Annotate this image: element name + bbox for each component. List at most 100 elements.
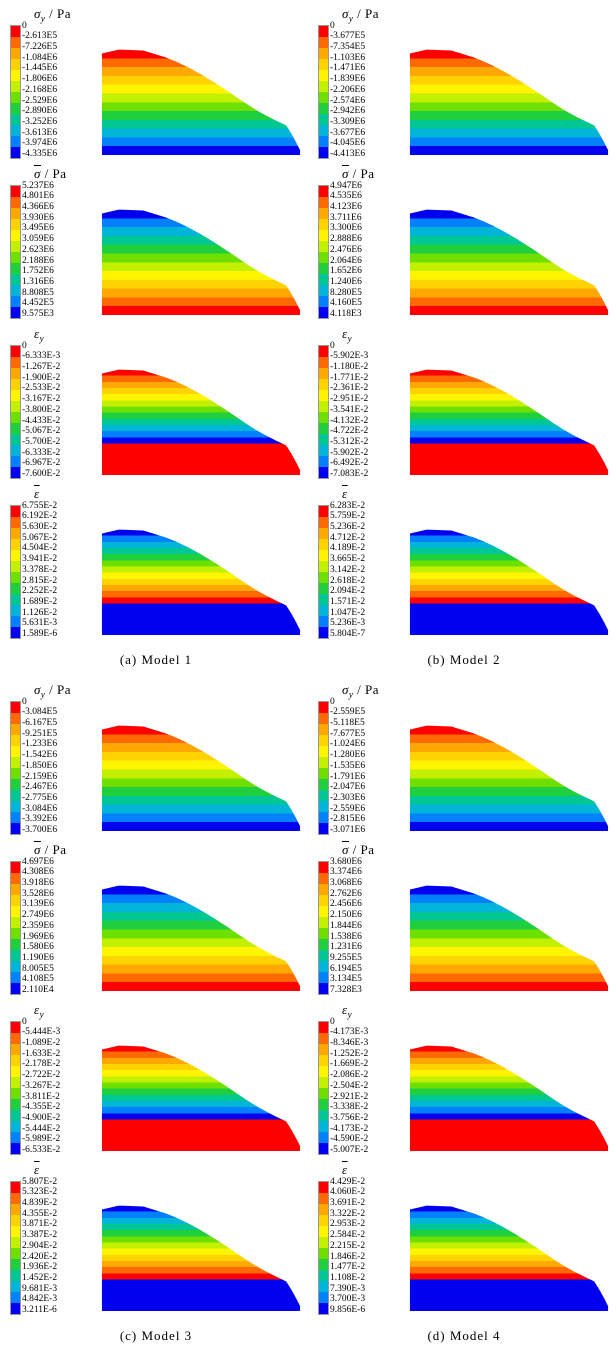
legend-value: -2.168E6 bbox=[22, 84, 58, 95]
legend-value: -6.333E-2 bbox=[22, 447, 61, 458]
legend-values: 6.755E-2 6.192E-2 5.630E-2 5.067E-2 4.504E-2… bbox=[22, 501, 58, 640]
legend-scale: 6.283E-2 5.759E-2 5.236E-2 4.712E-2 4.189E-2… bbox=[318, 501, 407, 640]
legend-value: -1.535E6 bbox=[330, 760, 366, 771]
legend-value: 2.888E6 bbox=[330, 234, 362, 245]
legend-value: 3.918E6 bbox=[22, 878, 54, 888]
legend-value: 2.762E6 bbox=[330, 888, 362, 899]
legend-color-cell bbox=[11, 1098, 20, 1110]
legend-color-cell bbox=[319, 712, 328, 724]
legend-color-cell bbox=[319, 1054, 328, 1066]
legend-colorbar bbox=[318, 860, 329, 995]
quantity-unit: / Pa bbox=[353, 6, 380, 21]
panel-epsilon_y: εy 0 -5.902E-3 -1.180E-2 -1.771E-2 -2.361E-2-… bbox=[310, 324, 616, 482]
legend-value: 1.190E6 bbox=[22, 952, 54, 963]
contour-body bbox=[409, 49, 609, 156]
legend-value: 3.711E6 bbox=[330, 212, 362, 223]
legend: σy / Pa 0 -2.559E5 -5.118E5 -7.677E5 -1.024E6… bbox=[310, 680, 407, 838]
legend-value: -7.226E5 bbox=[22, 42, 58, 52]
contour-plot-area bbox=[99, 1160, 310, 1318]
legend-value: 0 bbox=[330, 1016, 335, 1027]
legend-value: 1.589E-6 bbox=[22, 629, 58, 640]
legend-color-cell bbox=[11, 218, 20, 230]
quantity-symbol: σ bbox=[34, 682, 41, 697]
legend-value: -5.902E-3 bbox=[330, 351, 369, 362]
legend-value: 9.681E-3 bbox=[22, 1283, 58, 1294]
legend-color-cell bbox=[11, 389, 20, 401]
legend-value: 2.815E-2 bbox=[22, 575, 58, 586]
legend-color-cell bbox=[11, 778, 20, 790]
legend-color-cell bbox=[319, 1181, 328, 1193]
legend-value: -1.471E6 bbox=[330, 63, 366, 74]
contour-plot bbox=[409, 49, 609, 156]
model-caption: (b) Model 2 bbox=[427, 652, 501, 667]
contour-plot bbox=[101, 1205, 301, 1312]
quantity-unit: / Pa bbox=[348, 842, 375, 857]
legend-value: 3.871E-2 bbox=[22, 1219, 58, 1230]
quantity-subscript: y bbox=[40, 13, 46, 24]
legend-value: 6.194E5 bbox=[330, 963, 362, 974]
quantity-symbol: ε bbox=[34, 486, 40, 501]
legend-color-cell bbox=[319, 778, 328, 790]
legend-value: -4.900E-2 bbox=[22, 1112, 61, 1123]
legend-value: -5.700E-2 bbox=[22, 436, 61, 447]
quantity-symbol: σ bbox=[342, 6, 349, 21]
legend-value: -2.361E-2 bbox=[330, 383, 369, 394]
legend-value: 8.280E5 bbox=[330, 287, 362, 298]
legend-color-cell bbox=[319, 822, 328, 834]
legend-color-cell bbox=[11, 36, 20, 48]
legend-value: 4.189E-2 bbox=[330, 543, 366, 554]
legend-scale: 4.697E6 4.308E6 3.918E6 3.528E6 3.139E6 2.749… bbox=[10, 857, 99, 996]
legend-value: 4.452E5 bbox=[22, 298, 54, 309]
legend-value: -5.902E-2 bbox=[330, 447, 369, 458]
legend-value: 3.665E-2 bbox=[330, 554, 366, 565]
legend-value: 2.359E6 bbox=[22, 920, 54, 931]
legend: σy / Pa 0 -2.613E5 -7.226E5 -1.084E6 -1.445E6… bbox=[2, 4, 99, 162]
legend-value: -2.529E6 bbox=[22, 95, 58, 106]
legend-color-cell bbox=[319, 91, 328, 103]
legend-color-cell bbox=[11, 1214, 20, 1226]
legend-value: 1.580E6 bbox=[22, 942, 54, 953]
legend-values: 3.680E6 3.374E6 3.068E6 2.762E6 2.456E6 2.150… bbox=[330, 857, 362, 996]
legend-value: -5.989E-2 bbox=[22, 1134, 61, 1145]
legend-value: 9.575E3 bbox=[22, 309, 54, 320]
legend-color-cell bbox=[319, 218, 328, 230]
legend-value: -2.047E6 bbox=[330, 782, 366, 793]
legend-value: 5.630E-2 bbox=[22, 522, 58, 532]
quantity-subscript: y bbox=[40, 689, 46, 700]
quantity-unit: / Pa bbox=[348, 166, 375, 181]
legend-color-cell bbox=[11, 560, 20, 572]
legend-value: -4.173E-3 bbox=[330, 1027, 369, 1038]
legend-color-cell bbox=[319, 938, 328, 950]
contour-base-layer bbox=[101, 1279, 301, 1312]
legend-color-cell bbox=[11, 196, 20, 208]
legend-color-cell bbox=[11, 1043, 20, 1055]
legend-color-cell bbox=[319, 1032, 328, 1044]
legend-value: -1.669E-2 bbox=[330, 1059, 369, 1070]
legend-color-cell bbox=[11, 516, 20, 528]
legend-colorbar bbox=[318, 1020, 329, 1155]
legend-value: 4.123E6 bbox=[330, 202, 362, 212]
legend-value: 4.504E-2 bbox=[22, 543, 58, 554]
legend: εy 0 -5.444E-3 -1.089E-2 -1.633E-2 -2.178E-2-… bbox=[2, 1000, 99, 1158]
legend-values: 5.237E6 4.801E6 4.366E6 3.930E6 3.495E6 3.059… bbox=[22, 181, 54, 320]
legend-value: -3.677E5 bbox=[330, 31, 366, 42]
legend-value: 1.126E-2 bbox=[22, 607, 58, 618]
legend-value: 4.366E6 bbox=[22, 202, 54, 212]
legend-color-cell bbox=[11, 1203, 20, 1215]
legend-value: -4.335E6 bbox=[22, 149, 58, 160]
contour-body bbox=[101, 529, 283, 604]
legend-value: 9.255E5 bbox=[330, 952, 362, 963]
legend-color-cell bbox=[319, 185, 328, 197]
legend-color-cell bbox=[11, 1225, 20, 1237]
legend-color-cell bbox=[319, 701, 328, 713]
legend-value: 2.064E6 bbox=[330, 255, 362, 266]
legend-values: 0 -2.559E5 -5.118E5 -7.677E5 -1.024E6 -1.280E… bbox=[330, 697, 366, 836]
legend-value: 3.700E-3 bbox=[330, 1294, 366, 1305]
legend-color-cell bbox=[11, 58, 20, 70]
legend-value: 4.160E5 bbox=[330, 298, 362, 309]
contour-base-layer bbox=[101, 443, 301, 476]
legend-color-cell bbox=[11, 433, 20, 445]
legend: ε 6.283E-2 5.759E-2 5.236E-2 4.712E-2 4.189E-… bbox=[310, 484, 407, 642]
legend-value: 3.941E-2 bbox=[22, 554, 58, 565]
legend-value: 4.355E-2 bbox=[22, 1208, 58, 1219]
